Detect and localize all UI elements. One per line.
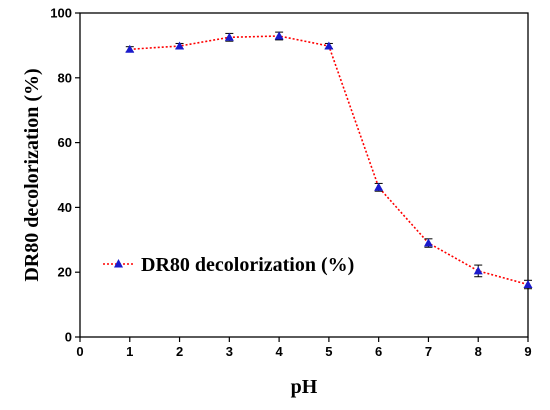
data-point	[324, 41, 334, 50]
data-point	[473, 264, 483, 278]
series-layer	[125, 31, 533, 290]
y-tick-label: 60	[58, 135, 72, 150]
triangle-marker	[175, 41, 185, 50]
y-tick-label: 100	[50, 6, 72, 21]
y-axis: 0 20 40 60 80 100	[50, 6, 80, 345]
triangle-marker	[224, 32, 234, 41]
data-point	[423, 238, 433, 248]
legend: DR80 decolorization (%)	[103, 254, 354, 276]
triangle-marker	[274, 31, 284, 40]
x-tick-label: 8	[475, 344, 482, 359]
triangle-marker	[523, 280, 533, 289]
data-point	[125, 44, 135, 53]
y-axis-title: DR80 decolorization (%)	[21, 68, 43, 281]
data-point	[224, 32, 234, 42]
x-tick-label: 5	[325, 344, 332, 359]
data-point	[523, 279, 533, 290]
triangle-marker	[125, 44, 135, 53]
x-tick-label: 0	[76, 344, 83, 359]
x-axis: 0 1 2 3 4 5 6 7 8 9	[76, 337, 532, 359]
x-tick-label: 3	[226, 344, 233, 359]
triangle-marker	[423, 238, 433, 247]
y-tick-label: 40	[58, 200, 72, 215]
data-point	[374, 182, 384, 192]
triangle-marker	[324, 41, 334, 50]
data-point	[175, 41, 185, 50]
x-tick-label: 9	[524, 344, 531, 359]
x-tick-label: 1	[126, 344, 133, 359]
series-line	[129, 35, 529, 286]
x-tick-label: 2	[176, 344, 183, 359]
x-tick-label: 7	[425, 344, 432, 359]
y-tick-label: 20	[58, 265, 72, 280]
plot-frame	[79, 12, 529, 338]
y-tick-label: 80	[58, 70, 72, 85]
legend-marker	[114, 259, 123, 268]
triangle-marker	[473, 266, 483, 275]
legend-label: DR80 decolorization (%)	[141, 254, 354, 276]
y-tick-label: 0	[65, 330, 72, 345]
x-tick-label: 6	[375, 344, 382, 359]
x-axis-title: pH	[291, 376, 318, 398]
data-point	[274, 31, 284, 41]
x-tick-label: 4	[275, 344, 283, 359]
triangle-marker	[374, 182, 384, 191]
